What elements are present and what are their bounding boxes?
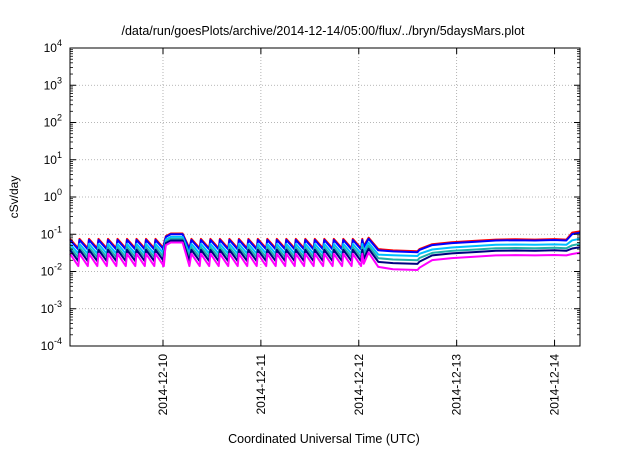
x-tick-label: 2014-12-12: [352, 354, 366, 416]
tick-labels: 10-4 10-3 10-2 10-1 100 101 102 103 104 2014-12-1…: [41, 38, 562, 415]
plot-frame: [69, 47, 581, 347]
y-tick-label: 10-4: [41, 336, 62, 353]
series-line-6: [69, 241, 581, 271]
y-tick-label: 102: [44, 113, 62, 130]
grid: [70, 48, 580, 346]
chart-title: /data/run/goesPlots/archive/2014-12-14/0…: [121, 24, 525, 38]
y-axis-label: cSv/day: [7, 176, 21, 219]
y-tick-label: 103: [44, 75, 62, 92]
y-tick-label: 10-3: [41, 299, 62, 316]
x-tick-label: 2014-12-14: [548, 354, 562, 416]
x-tick-label: 2014-12-10: [156, 354, 170, 416]
y-tick-label: 10-2: [41, 262, 62, 279]
series-group: [69, 230, 581, 271]
y-tick-label: 101: [44, 150, 62, 167]
y-tick-label: 104: [44, 38, 62, 55]
x-tick-label: 2014-12-13: [450, 354, 464, 416]
x-tick-label: 2014-12-11: [254, 354, 268, 415]
y-tick-label: 10-1: [41, 224, 62, 241]
axes: [69, 47, 581, 347]
y-tick-label: 100: [44, 187, 62, 204]
x-axis-label: Coordinated Universal Time (UTC): [228, 432, 420, 446]
